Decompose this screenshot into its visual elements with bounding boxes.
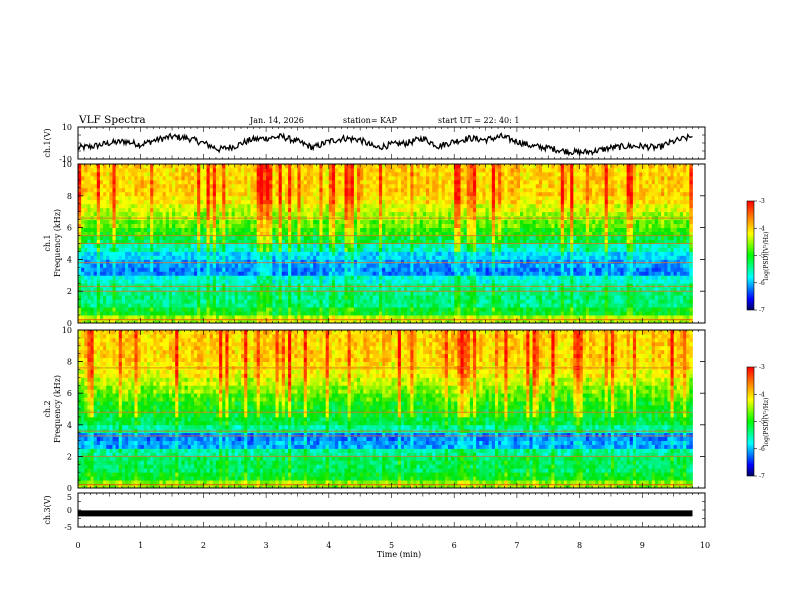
freq-tick-label: 4 [67,255,72,264]
freq-tick-label: 6 [67,224,72,233]
colorbar-tick-label: -6 [759,446,765,453]
ch2-colorbar [746,366,755,477]
ch1-yticks: 0 2 4 6 8 10 [62,160,705,328]
ch1-spec-ylabel-frequency: Frequency (kHz) [53,209,62,277]
freq-tick-label: 10 [62,326,72,335]
ch2-spec-ylabel-frequency: Frequency (kHz) [53,375,62,443]
time-tick-label: 10 [700,541,710,550]
ch1-colorbar [746,200,755,311]
colorbar-tick-label: -7 [759,473,765,480]
ch3-ytick-mid: 0 [67,506,72,515]
freq-tick-label: 4 [67,421,72,430]
figure-title: VLF Spectra [78,114,146,126]
ch1-waveform-panel: 10 -10 ch.1(V) [43,123,706,164]
ch1-waveform-line [77,132,693,157]
colorbar-tick-label: -3 [759,364,765,371]
ch3-waveform-frame [77,492,706,528]
freq-tick-label: 0 [67,484,72,493]
date-label: Jan. 14, 2026 [249,116,304,125]
ch3-ytick-bottom: -5 [64,523,72,532]
ch2-colorbar-ticks: -3 -4 -5 -6 -7 [754,364,765,480]
colorbar-tick-label: -4 [759,225,765,232]
ch1-colorbar-ticks: -3 -4 -5 -6 -7 [754,198,765,314]
start-ut-label: start UT = 22: 40: 1 [438,116,519,125]
freq-tick-label: 0 [67,319,72,328]
time-tick-label: 7 [514,541,519,550]
ch2-spec-ylabel-channel: ch.2 [43,400,52,417]
time-tick-label: 6 [452,541,457,550]
time-tick-label: 5 [389,541,394,550]
time-tick-label: 0 [75,541,80,550]
freq-tick-label: 8 [67,358,72,367]
ch2-spectrogram-image [78,330,693,489]
freq-tick-label: 2 [67,287,72,296]
ch1-spec-ylabel-channel: ch.1 [43,234,52,251]
time-tick-label: 1 [138,541,143,550]
time-tick-label: 4 [326,541,331,550]
ch1-spectrogram-image [78,164,693,324]
colorbar-tick-label: -6 [759,280,765,287]
freq-tick-label: 10 [62,160,72,169]
colorbar-tick-label: -3 [759,198,765,205]
ch3-ytick-top: 5 [67,493,72,502]
x-axis-label: Time (min) [377,550,421,559]
freq-tick-label: 6 [67,389,72,398]
ch1-ylabel: ch.1(V) [43,128,52,157]
time-tick-label: 9 [640,541,645,550]
x-ticks: 0 1 2 3 4 5 6 7 8 9 10 [75,126,710,550]
freq-tick-label: 2 [67,452,72,461]
ch3-ylabel: ch.3(V) [43,495,52,524]
ch2-colorbar-label: log(PSD)(V²/Hz) [763,398,770,447]
station-label: station= KAP [343,116,398,125]
freq-tick-label: 8 [67,192,72,201]
ch1-ytick-bottom: -10 [59,155,72,164]
colorbar-tick-label: -5 [759,419,765,426]
ch1-ytick-top: 10 [62,123,72,132]
colorbar-tick-label: -4 [759,391,765,398]
ch1-colorbar-label: log(PSD)(V²/Hz) [763,232,770,281]
ch2-yticks: 0 2 4 6 8 10 [62,326,705,493]
time-tick-label: 3 [264,541,269,550]
time-tick-label: 8 [577,541,582,550]
time-tick-label: 2 [201,541,206,550]
ch3-waveform-panel: 5 0 -5 ch.3(V) [43,492,706,532]
colorbar-tick-label: -7 [759,307,765,314]
colorbar-tick-label: -5 [759,253,765,260]
